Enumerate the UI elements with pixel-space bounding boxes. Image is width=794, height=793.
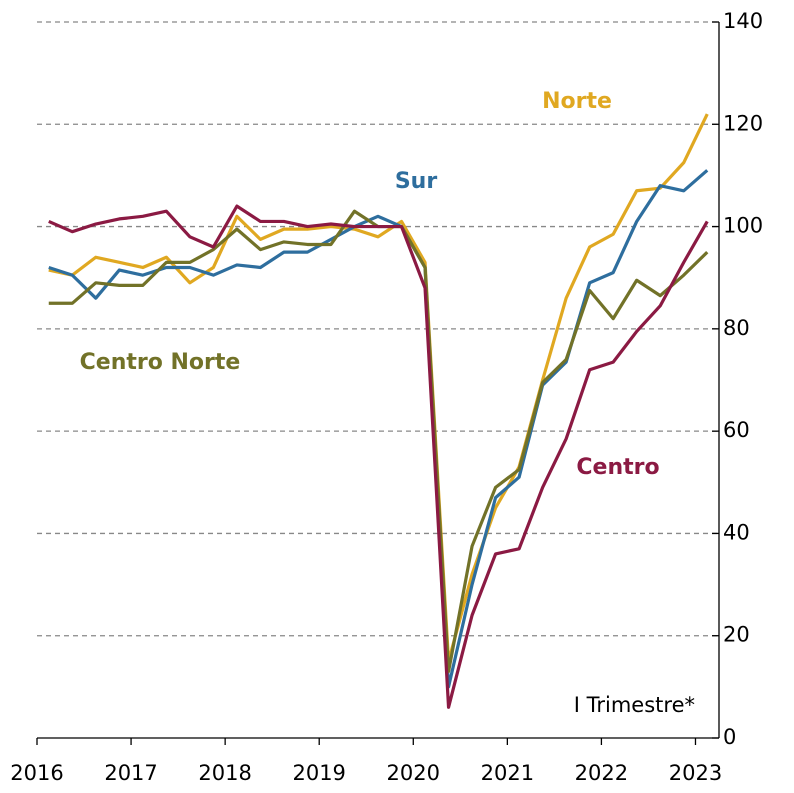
series-line [48, 113, 709, 663]
y-tick-label: 20 [723, 623, 750, 647]
x-tick-label: 2018 [198, 761, 251, 785]
y-tick-label: 120 [723, 111, 763, 135]
x-tick-label: 2022 [575, 761, 628, 785]
y-tick-label: 100 [723, 214, 763, 238]
y-tick-label: 60 [723, 418, 750, 442]
x-tick-label: 2020 [387, 761, 440, 785]
series-label: Centro [576, 455, 659, 480]
y-tick-label: 80 [723, 316, 750, 340]
series-line [48, 204, 709, 709]
y-tick-label: 140 [723, 9, 763, 33]
series-line [48, 169, 709, 689]
series-label: Centro Norte [80, 350, 241, 375]
x-tick-label: 2021 [481, 761, 534, 785]
x-tick-label: 2023 [669, 761, 722, 785]
series-label: Sur [395, 169, 438, 194]
x-tick-label: 2016 [10, 761, 63, 785]
annotation: I Trimestre* [574, 693, 695, 717]
series-label: Norte [542, 89, 612, 114]
x-tick-label: 2019 [292, 761, 345, 785]
y-tick-label: 0 [723, 725, 736, 749]
series-line [48, 209, 709, 674]
y-tick-label: 40 [723, 520, 750, 544]
x-tick-label: 2017 [104, 761, 157, 785]
